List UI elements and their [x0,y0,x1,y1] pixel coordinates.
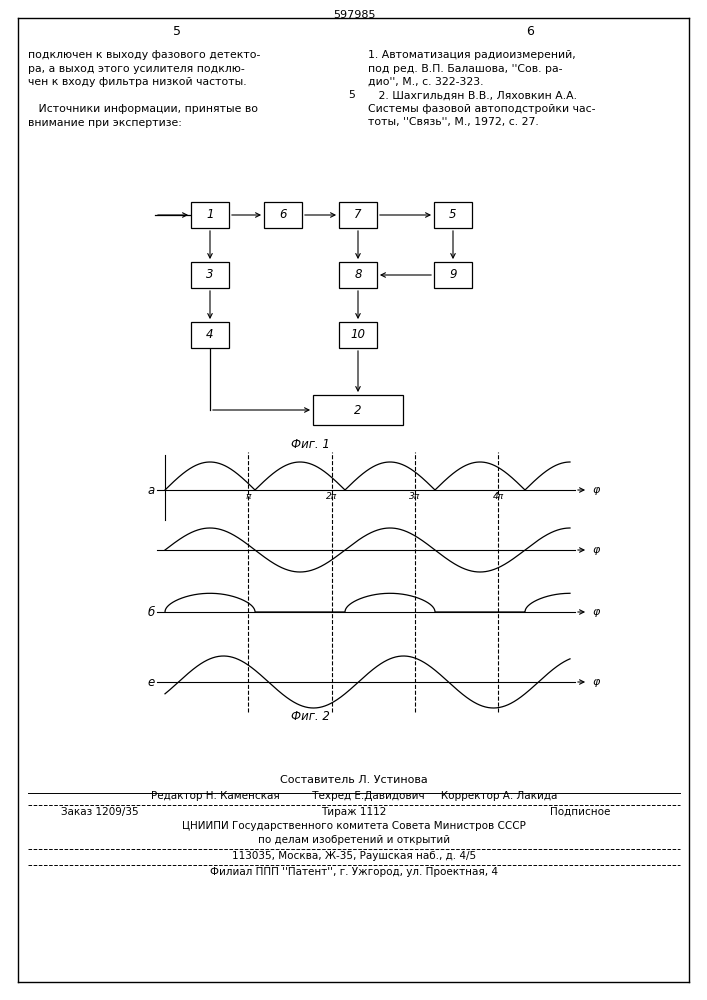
Text: 2: 2 [354,403,362,416]
Text: 6: 6 [526,25,534,38]
Text: Подписное: Подписное [550,807,610,817]
Text: Источники информации, принятые во: Источники информации, принятые во [28,104,258,114]
Text: Системы фазовой автоподстройки час-: Системы фазовой автоподстройки час- [368,104,595,114]
Text: Составитель Л. Устинова: Составитель Л. Устинова [280,775,428,785]
Text: 4: 4 [206,328,214,342]
Text: φ: φ [592,485,600,495]
Bar [191,322,229,348]
Text: φ: φ [592,607,600,617]
Text: 597985: 597985 [333,10,375,20]
Text: Фиг. 2: Фиг. 2 [291,710,329,723]
Text: 5: 5 [348,91,355,101]
Bar [434,262,472,288]
Text: 1. Автоматизация радиоизмерений,: 1. Автоматизация радиоизмерений, [368,50,575,60]
Text: 7: 7 [354,209,362,222]
Text: дио'', М., с. 322-323.: дио'', М., с. 322-323. [368,77,484,87]
Bar [313,395,403,425]
Text: Фиг. 1: Фиг. 1 [291,438,329,451]
Text: 8: 8 [354,268,362,282]
Text: б: б [147,605,155,618]
Bar [191,262,229,288]
Bar [339,322,377,348]
Text: 3π: 3π [409,492,421,501]
Text: 1: 1 [206,209,214,222]
Text: ра, а выход этого усилителя подклю-: ра, а выход этого усилителя подклю- [28,64,245,74]
Text: 5: 5 [173,25,181,38]
Text: ЦНИИПИ Государственного комитета Совета Министров СССР: ЦНИИПИ Государственного комитета Совета … [182,821,526,831]
Text: чен к входу фильтра низкой частоты.: чен к входу фильтра низкой частоты. [28,77,247,87]
Text: Филиал ППП ''Патент'', г. Ужгород, ул. Проектная, 4: Филиал ППП ''Патент'', г. Ужгород, ул. П… [210,867,498,877]
Text: е: е [147,676,155,688]
Text: 9: 9 [449,268,457,282]
Bar [434,202,472,228]
Bar [339,262,377,288]
Text: под ред. В.П. Балашова, ''Сов. ра-: под ред. В.П. Балашова, ''Сов. ра- [368,64,563,74]
Text: тоты, ''Связь'', М., 1972, с. 27.: тоты, ''Связь'', М., 1972, с. 27. [368,117,539,127]
Text: 5: 5 [449,209,457,222]
Bar [264,202,302,228]
Text: по делам изобретений и открытий: по делам изобретений и открытий [258,835,450,845]
Text: φ: φ [592,545,600,555]
Text: π: π [245,492,251,501]
Text: 6: 6 [279,209,287,222]
Text: φ: φ [592,677,600,687]
Bar [339,202,377,228]
Text: внимание при экспертизе:: внимание при экспертизе: [28,117,182,127]
Text: 3: 3 [206,268,214,282]
Text: Тираж 1112: Тираж 1112 [321,807,387,817]
Text: 113035, Москва, Ж-35, Раушская наб., д. 4/5: 113035, Москва, Ж-35, Раушская наб., д. … [232,851,476,861]
Text: а: а [147,484,155,496]
Text: 10: 10 [351,328,366,342]
Text: Заказ 1209/35: Заказ 1209/35 [62,807,139,817]
Text: 2π: 2π [326,492,337,501]
Text: 4π: 4π [493,492,504,501]
Bar [191,202,229,228]
Text: подключен к выходу фазового детекто-: подключен к выходу фазового детекто- [28,50,260,60]
Text: 2. Шахгильдян В.В., Ляховкин А.А.: 2. Шахгильдян В.В., Ляховкин А.А. [368,91,577,101]
Text: Редактор Н. Каменская          Техред Е.Давидович     Корректор А. Лакида: Редактор Н. Каменская Техред Е.Давидович… [151,791,557,801]
